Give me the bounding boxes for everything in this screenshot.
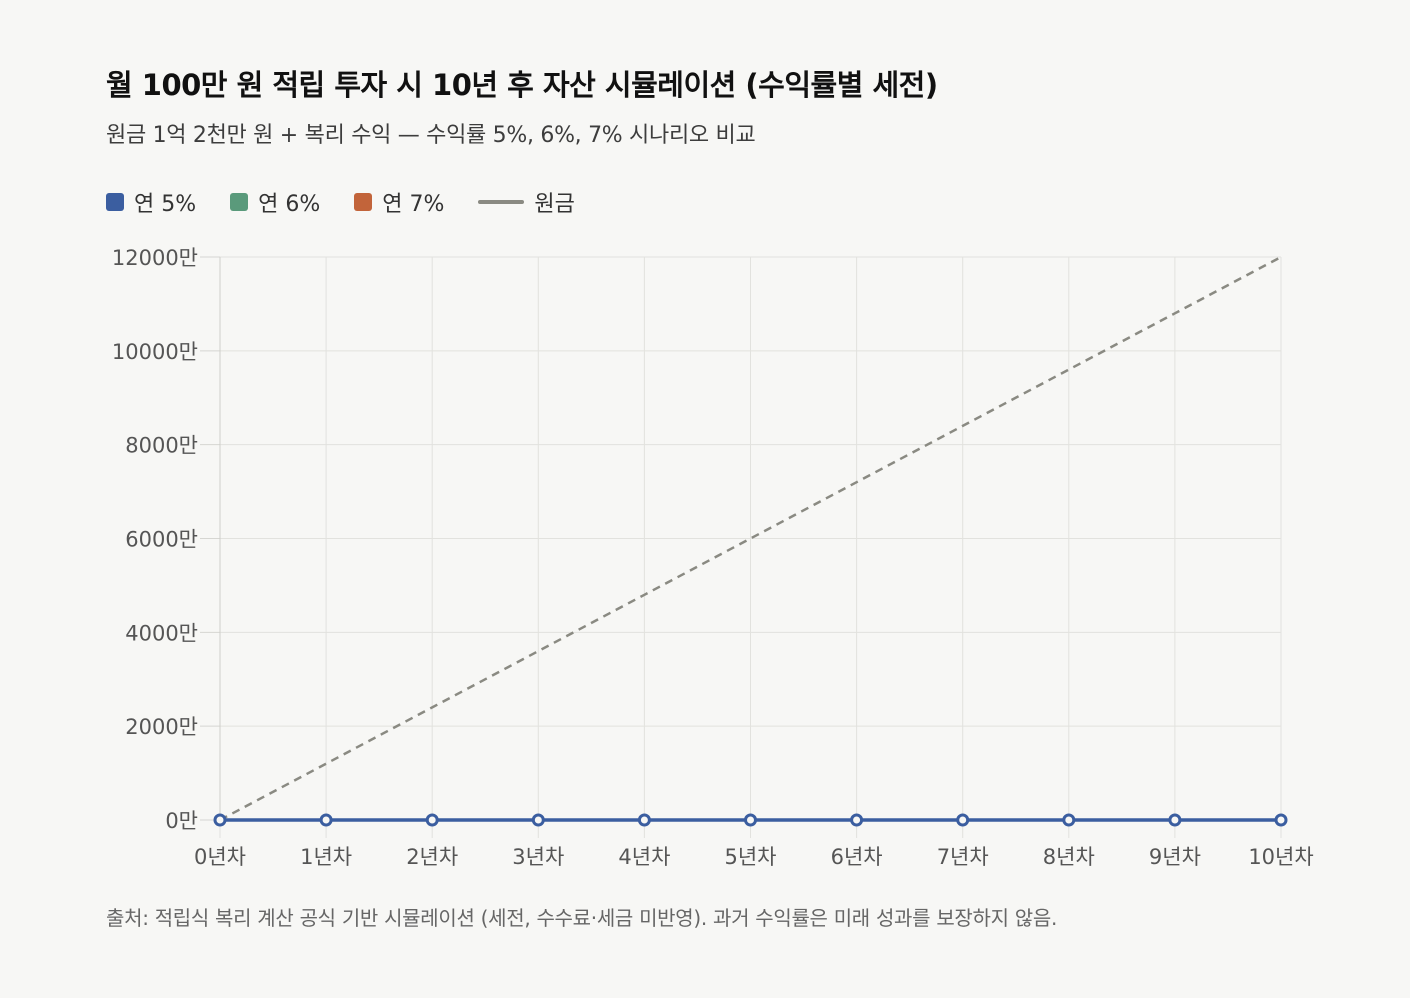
legend-swatch-principal [478,200,525,204]
x-tick-label: 2년차 [406,845,458,869]
series-point [1062,813,1076,827]
legend-item-5pct[interactable]: 연 5% [106,186,196,218]
legend-item-principal[interactable]: 원금 [478,186,575,218]
legend-item-7pct[interactable]: 연 7% [354,186,444,218]
x-tick-label: 5년차 [724,845,776,869]
chart-subtitle: 원금 1억 2천만 원 + 복리 수익 — 수익률 5%, 6%, 7% 시나리… [106,123,756,148]
x-tick-label: 0년차 [194,845,246,869]
series-point [1274,813,1288,827]
legend-label-5pct: 연 5% [134,192,197,217]
chart-title: 월 100만 원 적립 투자 시 10년 후 자산 시뮬레이션 (수익률별 세전… [106,68,938,102]
y-tick-label: 4000만 [125,621,198,645]
series-line [219,255,1282,822]
x-tick-label: 3년차 [512,845,564,869]
x-tick-label: 10년차 [1248,845,1313,869]
legend-label-6pct: 연 6% [258,192,321,217]
x-tick-label: 4년차 [618,845,670,869]
series-point [531,813,545,827]
y-tick-label: 12000만 [112,246,198,270]
y-tick-label: 0만 [165,809,198,833]
series-point [744,813,757,827]
legend-swatch-6pct [230,193,249,211]
series-point [850,813,864,827]
y-tick-label: 6000만 [125,528,198,552]
x-tick-label: 8년차 [1043,845,1095,869]
y-tick-label: 10000만 [112,340,198,364]
legend-swatch-7pct [354,193,373,211]
x-tick-label: 9년차 [1149,845,1201,869]
series-point [319,813,333,827]
series-point [213,813,227,827]
x-tick-label: 7년차 [937,845,989,869]
series-point [1168,813,1182,827]
source-note: 출처: 적립식 복리 계산 공식 기반 시뮬레이션 (세전, 수수료·세금 미반… [106,906,1058,930]
x-tick-label: 6년차 [831,845,883,869]
x-tick-label: 1년차 [300,845,352,869]
legend-label-principal: 원금 [534,192,575,217]
series-point [637,813,651,827]
legend-swatch-5pct [106,193,124,211]
legend-label-7pct: 연 7% [382,192,445,217]
y-tick-label: 8000만 [125,434,198,458]
legend-item-6pct[interactable]: 연 6% [230,186,320,218]
y-tick-label: 2000만 [125,715,198,739]
series-point [956,813,970,827]
series-point [425,813,439,827]
chart-legend: 연 5% 연 6% 연 7% 원금 [106,186,609,218]
